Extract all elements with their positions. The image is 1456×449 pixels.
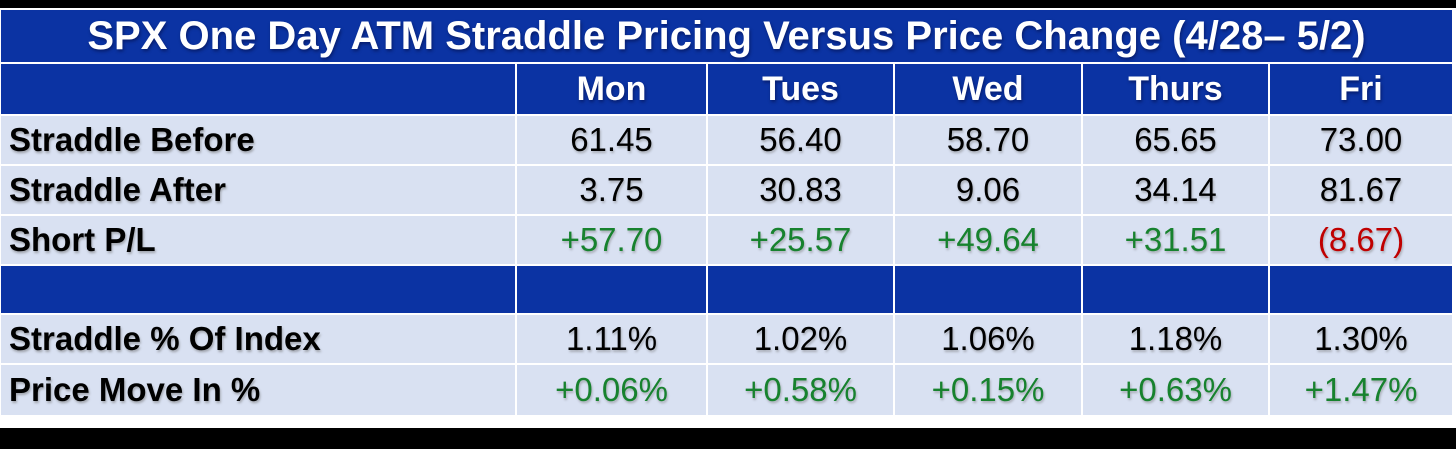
row-label-straddle-after: Straddle After: [1, 166, 515, 214]
column-header-thurs: Thurs: [1083, 64, 1268, 114]
value-cell: 1.11%: [517, 315, 706, 363]
value-cell: +31.51: [1083, 216, 1268, 264]
value-cell: (8.67): [1270, 216, 1452, 264]
value-cell: +0.06%: [517, 365, 706, 415]
column-header-wed: Wed: [895, 64, 1081, 114]
row-label-price-move-in-pct: Price Move In %: [1, 365, 515, 415]
spacer-cell: [895, 266, 1081, 313]
spacer-cell: [1270, 266, 1452, 313]
value-cell: +57.70: [517, 216, 706, 264]
value-cell: +0.58%: [708, 365, 893, 415]
value-cell: 56.40: [708, 116, 893, 164]
value-cell: 34.14: [1083, 166, 1268, 214]
value-cell: 1.18%: [1083, 315, 1268, 363]
header-empty-cell: [1, 64, 515, 114]
bottom-letterbox-bar: [0, 428, 1456, 449]
top-letterbox-bar: [0, 0, 1456, 8]
column-header-fri: Fri: [1270, 64, 1452, 114]
value-cell: 1.30%: [1270, 315, 1452, 363]
value-cell: 81.67: [1270, 166, 1452, 214]
value-cell: +0.15%: [895, 365, 1081, 415]
column-header-tues: Tues: [708, 64, 893, 114]
value-cell: 73.00: [1270, 116, 1452, 164]
value-cell: +0.63%: [1083, 365, 1268, 415]
value-cell: 1.06%: [895, 315, 1081, 363]
spacer-cell: [1083, 266, 1268, 313]
spacer-cell: [517, 266, 706, 313]
spacer-cell: [708, 266, 893, 313]
value-cell: 9.06: [895, 166, 1081, 214]
row-label-straddle-before: Straddle Before: [1, 116, 515, 164]
row-label-straddle-pct-of-index: Straddle % Of Index: [1, 315, 515, 363]
value-cell: 1.02%: [708, 315, 893, 363]
spacer-cell: [1, 266, 515, 313]
straddle-pricing-table: SPX One Day ATM Straddle Pricing Versus …: [1, 10, 1452, 415]
value-cell: 58.70: [895, 116, 1081, 164]
value-cell: 30.83: [708, 166, 893, 214]
value-cell: +1.47%: [1270, 365, 1452, 415]
table-title: SPX One Day ATM Straddle Pricing Versus …: [1, 10, 1452, 62]
column-header-mon: Mon: [517, 64, 706, 114]
value-cell: 61.45: [517, 116, 706, 164]
value-cell: 65.65: [1083, 116, 1268, 164]
value-cell: +25.57: [708, 216, 893, 264]
value-cell: 3.75: [517, 166, 706, 214]
value-cell: +49.64: [895, 216, 1081, 264]
row-label-short-pl: Short P/L: [1, 216, 515, 264]
